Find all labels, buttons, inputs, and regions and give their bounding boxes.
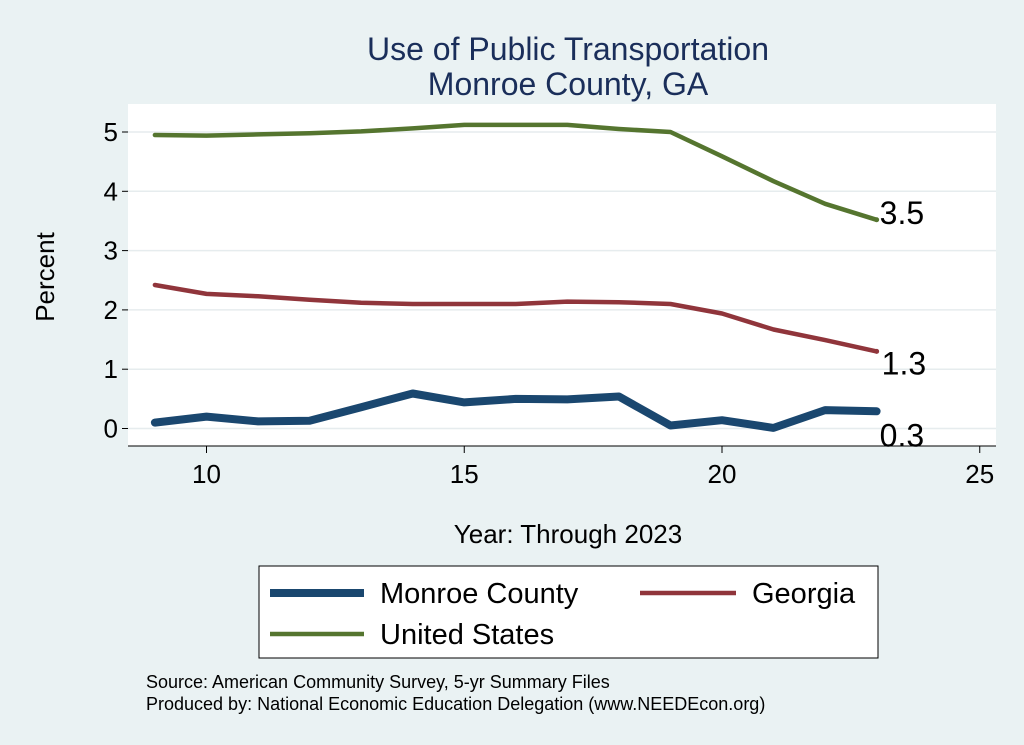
series-endpoint <box>874 217 880 223</box>
series-line-united-states <box>152 122 879 223</box>
chart-subtitle: Monroe County, GA <box>428 66 709 102</box>
x-tick-label: 10 <box>192 459 221 489</box>
series-line-monroe-county <box>150 389 881 432</box>
y-tick-label: 5 <box>104 117 118 147</box>
y-axis-title: Percent <box>30 231 60 321</box>
legend-items: Monroe County Georgia United States <box>270 578 856 651</box>
y-tick-label: 1 <box>104 354 118 384</box>
plot-area <box>128 104 996 446</box>
series-lines <box>150 122 881 432</box>
legend-label: Georgia <box>752 578 856 610</box>
chart-title: Use of Public Transportation <box>367 31 769 67</box>
end-labels: 3.5 1.3 0.3 <box>880 195 926 454</box>
end-label: 3.5 <box>880 195 924 231</box>
y-tick-label: 3 <box>104 236 118 266</box>
y-tick-label: 0 <box>104 414 118 444</box>
x-tick-label: 15 <box>450 459 479 489</box>
series-endpoint <box>874 408 880 414</box>
axes: 0 1 2 3 4 5 10 15 20 25 <box>104 117 996 489</box>
series-line-georgia <box>152 282 879 354</box>
x-axis-title: Year: Through 2023 <box>454 519 682 549</box>
series-endpoint <box>874 348 880 354</box>
legend <box>258 565 879 659</box>
x-tick-label: 20 <box>708 459 737 489</box>
x-tick-label: 25 <box>965 459 994 489</box>
producer-note: Produced by: National Economic Education… <box>146 694 765 714</box>
source-note: Source: American Community Survey, 5-yr … <box>146 672 610 692</box>
y-tick-label: 2 <box>104 295 118 325</box>
end-label: 1.3 <box>882 345 926 381</box>
y-tick-label: 4 <box>104 176 118 206</box>
end-label: 0.3 <box>880 417 924 453</box>
legend-label: Monroe County <box>380 578 579 610</box>
legend-label: United States <box>380 619 554 651</box>
